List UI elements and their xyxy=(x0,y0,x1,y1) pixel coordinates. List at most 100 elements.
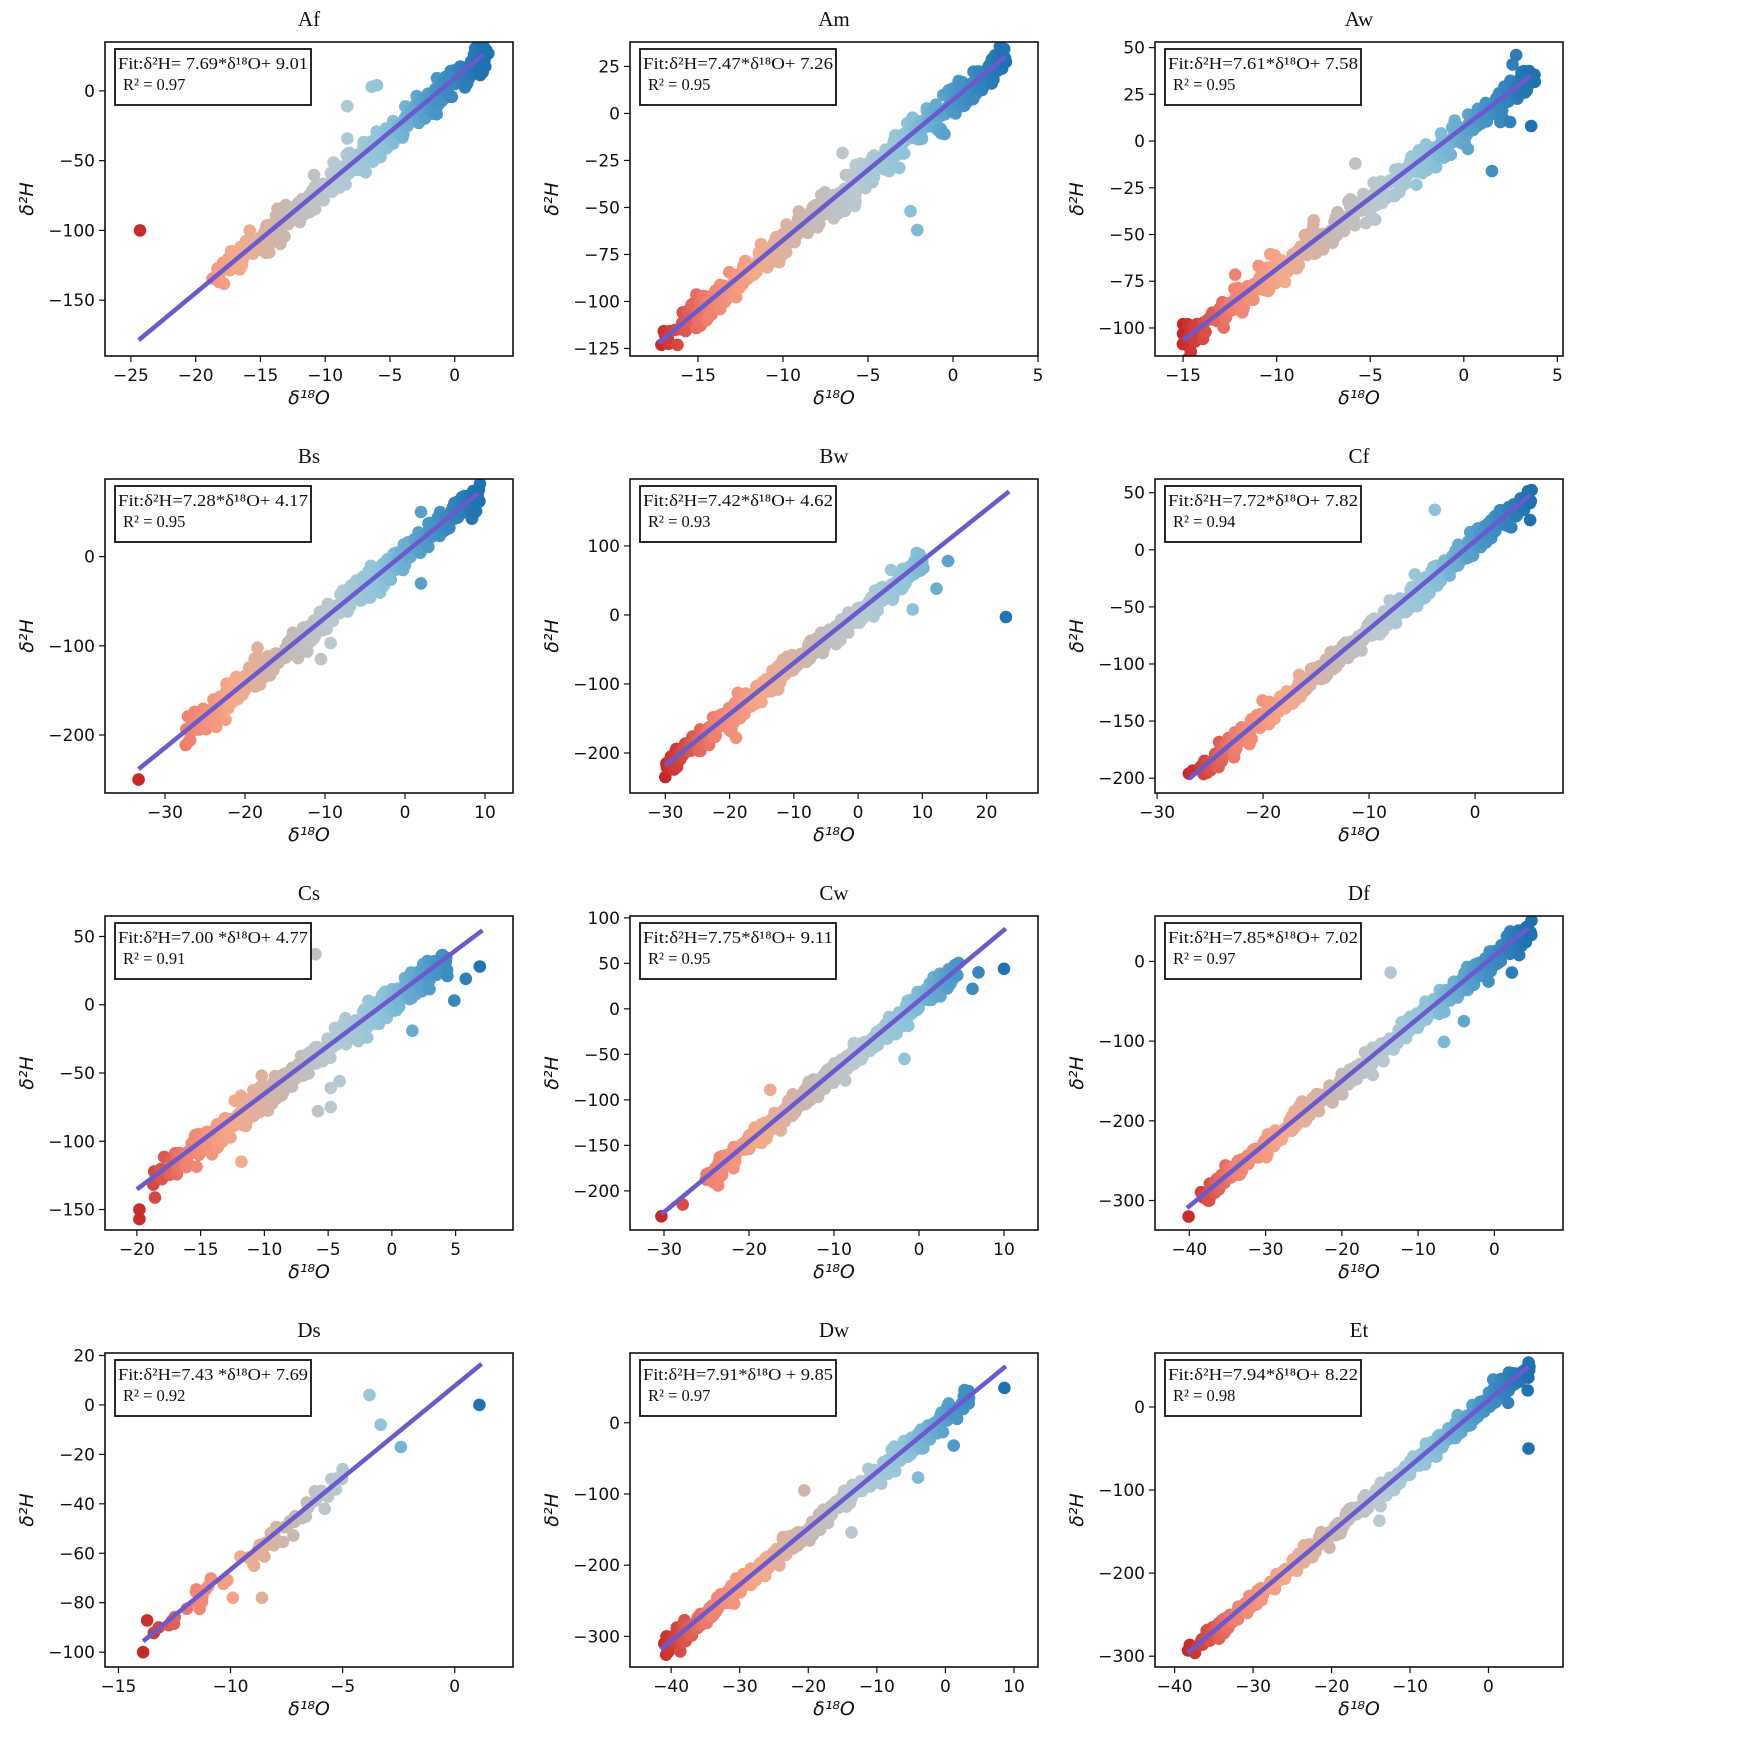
data-point xyxy=(361,1031,374,1044)
data-point xyxy=(868,171,881,184)
y-tick-label: −150 xyxy=(1098,712,1145,732)
fit-equation: Fit:δ²H=7.00 *δ¹⁸O+ 4.77 xyxy=(118,928,308,947)
data-point xyxy=(1369,213,1382,226)
x-tick-label: −5 xyxy=(1358,366,1383,386)
y-axis-label: δ²H xyxy=(16,1056,38,1090)
y-tick-label: −125 xyxy=(573,339,620,359)
data-point xyxy=(764,1084,777,1097)
data-point xyxy=(133,1213,146,1226)
data-point xyxy=(1000,611,1013,624)
y-tick-label: −50 xyxy=(1109,226,1145,246)
y-tick-label: −80 xyxy=(59,1594,95,1614)
y-tick-label: −75 xyxy=(584,245,620,265)
data-point xyxy=(415,506,428,519)
data-point xyxy=(1506,966,1519,979)
y-axis-label: δ²H xyxy=(1066,619,1088,653)
y-tick-label: 25 xyxy=(598,57,620,77)
data-point xyxy=(406,1024,419,1037)
y-tick-label: −25 xyxy=(1109,179,1145,199)
y-tick-label: 0 xyxy=(609,1000,620,1020)
data-point xyxy=(916,133,929,146)
x-tick-label: 0 xyxy=(386,1240,397,1260)
panel-title: Df xyxy=(1348,881,1370,905)
data-point xyxy=(137,1646,150,1659)
y-tick-label: −100 xyxy=(1098,655,1145,675)
x-tick-label: 0 xyxy=(449,366,460,386)
data-point xyxy=(473,1399,486,1412)
y-tick-label: −50 xyxy=(59,152,95,172)
fit-annotation-box: Fit:δ²H=7.00 *δ¹⁸O+ 4.77 R² = 0.91 xyxy=(115,923,311,979)
x-axis-label: δ¹⁸O xyxy=(1338,824,1380,846)
y-tick-label: −50 xyxy=(584,1045,620,1065)
data-point xyxy=(248,1559,261,1572)
data-point xyxy=(308,169,321,182)
data-point xyxy=(482,47,495,60)
y-tick-label: −20 xyxy=(59,1445,95,1465)
panel-title: Bw xyxy=(819,444,849,468)
data-point xyxy=(1367,1069,1380,1082)
x-tick-label: −10 xyxy=(859,1677,895,1697)
data-point xyxy=(1349,157,1362,170)
x-tick-label: −20 xyxy=(1245,803,1281,823)
y-axis-label: δ²H xyxy=(541,1056,563,1090)
data-point xyxy=(190,1160,203,1173)
data-point xyxy=(324,1101,337,1114)
y-axis-label: δ²H xyxy=(1066,182,1088,216)
y-tick-label: 100 xyxy=(588,537,620,557)
x-axis-label: δ¹⁸O xyxy=(813,387,855,409)
x-tick-label: −10 xyxy=(307,366,343,386)
y-tick-label: −100 xyxy=(573,1485,620,1505)
data-point xyxy=(339,178,352,191)
data-point xyxy=(836,147,849,160)
fit-equation: Fit:δ²H=7.42*δ¹⁸O+ 4.62 xyxy=(643,491,833,510)
x-tick-label: −5 xyxy=(316,1240,341,1260)
data-point xyxy=(474,960,487,973)
x-tick-label: −40 xyxy=(1171,1240,1207,1260)
y-axis-label: δ²H xyxy=(541,1493,563,1527)
panel-title: Aw xyxy=(1345,7,1374,31)
panel-title: Et xyxy=(1350,1318,1369,1342)
fit-equation: Fit:δ²H=7.85*δ¹⁸O+ 7.02 xyxy=(1168,928,1358,947)
r-squared: R² = 0.92 xyxy=(123,1386,185,1405)
x-tick-label: −10 xyxy=(213,1677,249,1697)
data-point xyxy=(1245,733,1258,746)
y-tick-label: −100 xyxy=(48,1132,95,1152)
x-tick-label: 0 xyxy=(940,1677,951,1697)
data-point xyxy=(243,224,256,237)
y-tick-label: 0 xyxy=(1134,952,1145,972)
x-tick-label: −5 xyxy=(330,1677,355,1697)
y-tick-label: −100 xyxy=(1098,1032,1145,1052)
fit-equation: Fit:δ²H=7.47*δ¹⁸O+ 7.26 xyxy=(643,54,833,73)
x-axis-label: δ¹⁸O xyxy=(813,824,855,846)
panel-title: Cs xyxy=(298,881,320,905)
panel-title: Bs xyxy=(298,444,320,468)
x-tick-label: −20 xyxy=(790,1677,826,1697)
r-squared: R² = 0.97 xyxy=(123,75,185,94)
x-tick-label: 0 xyxy=(400,803,411,823)
panel-title: Af xyxy=(298,7,320,31)
x-tick-label: −20 xyxy=(119,1240,155,1260)
y-tick-label: −100 xyxy=(48,1643,95,1663)
x-tick-label: −20 xyxy=(731,1240,767,1260)
x-tick-label: −30 xyxy=(1139,803,1175,823)
data-point xyxy=(998,1382,1011,1395)
y-tick-label: −25 xyxy=(584,151,620,171)
y-tick-label: −200 xyxy=(1098,1112,1145,1132)
y-tick-label: −75 xyxy=(1109,272,1145,292)
y-tick-label: −100 xyxy=(573,1091,620,1111)
r-squared: R² = 0.91 xyxy=(123,949,185,968)
x-axis-label: δ¹⁸O xyxy=(288,1261,330,1283)
y-tick-label: 0 xyxy=(1134,541,1145,561)
